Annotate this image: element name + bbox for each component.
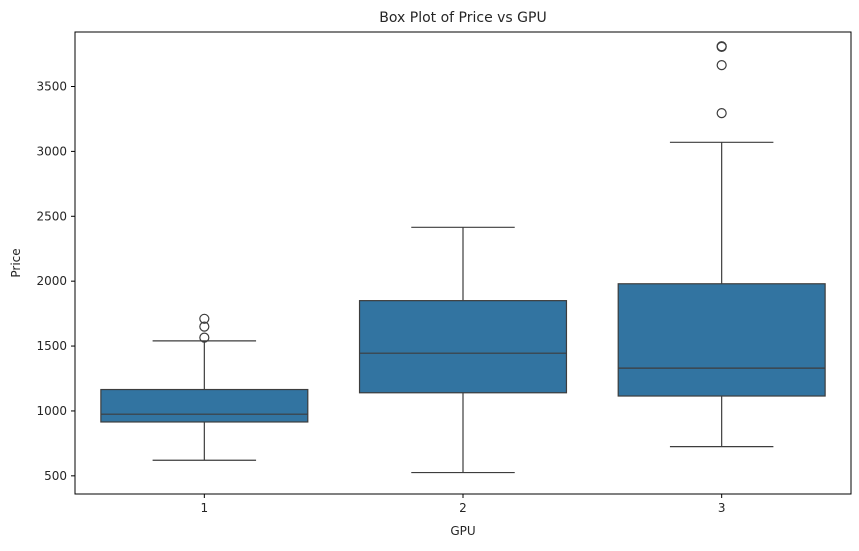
y-axis-label: Price	[9, 248, 23, 277]
y-tick-label-2000: 2000	[36, 274, 67, 288]
x-axis-label: GPU	[450, 524, 475, 538]
plot-area: 500 1000 1500 2000 2500 3000 3500 1 2 3	[36, 31, 852, 515]
y-tick-label-500: 500	[44, 469, 67, 483]
y-tick-label-3000: 3000	[36, 144, 67, 158]
outlier-point-1-0	[199, 332, 210, 343]
x-tick-label-2: 2	[459, 501, 467, 515]
box-2	[358, 300, 568, 394]
outlier-point-3-0	[716, 108, 727, 119]
box-1	[100, 388, 309, 423]
outlier-point-3-3	[716, 41, 727, 52]
outlier-point-1-2	[199, 313, 210, 324]
outlier-point-3-1	[716, 59, 727, 71]
x-tick-label-3: 3	[718, 501, 726, 515]
chart-title: Box Plot of Price vs GPU	[379, 10, 546, 26]
y-tick-label-1500: 1500	[36, 339, 67, 353]
y-tick-label-2500: 2500	[36, 209, 67, 223]
outlier-point-1-1	[199, 321, 210, 332]
box-3	[617, 283, 826, 397]
y-tick-label-3500: 3500	[36, 80, 67, 94]
y-tick-label-1000: 1000	[36, 404, 67, 418]
x-tick-label-1: 1	[201, 501, 209, 515]
